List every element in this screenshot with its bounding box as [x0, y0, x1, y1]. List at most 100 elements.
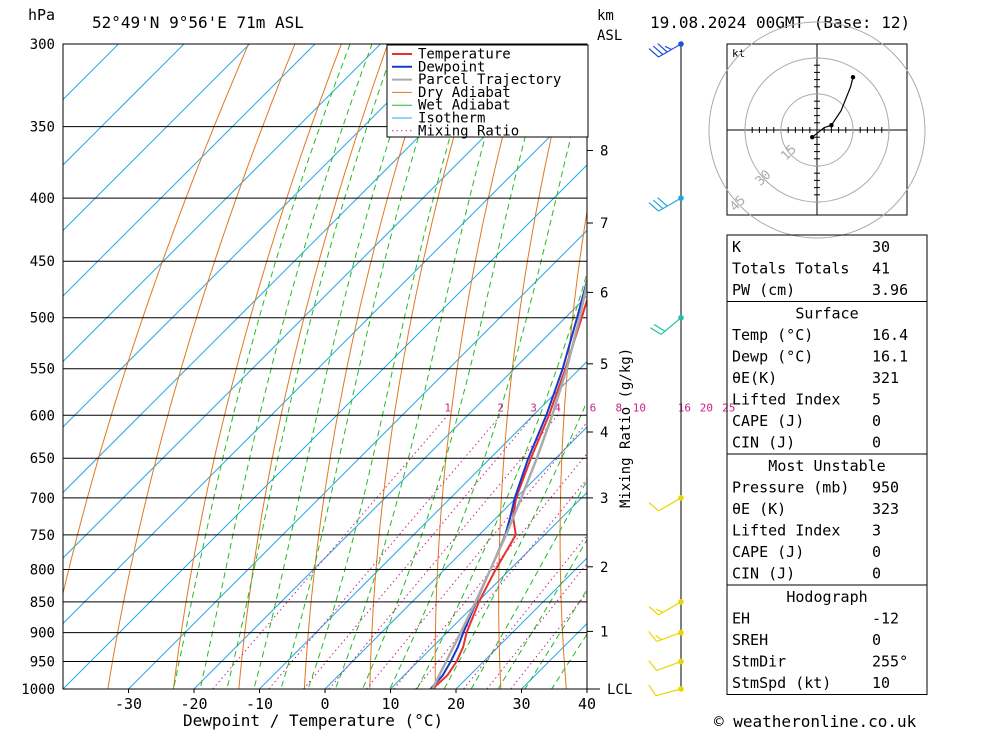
- wind-barb-flag: [656, 609, 663, 612]
- index-value: 323: [872, 500, 899, 518]
- height-tick-label: 6: [600, 285, 608, 301]
- pressure-tick-label: 550: [30, 362, 55, 378]
- x-tick-label: 20: [447, 695, 465, 713]
- wind-level-dot: [678, 659, 684, 665]
- isobars: [63, 44, 587, 689]
- pressure-tick-label: 700: [30, 491, 55, 507]
- index-value: 255°: [872, 653, 908, 671]
- hodograph-point: [829, 123, 833, 127]
- pressure-tick-label: 650: [30, 451, 55, 467]
- index-value: 10: [872, 674, 890, 692]
- pressure-tick-label: 500: [30, 311, 55, 327]
- index-label: Totals Totals: [732, 260, 849, 278]
- index-label: StmDir: [732, 653, 786, 671]
- index-label: CIN (J): [732, 565, 795, 583]
- isotherm-line: [0, 0, 413, 715]
- x-tick-label: 40: [578, 695, 596, 713]
- pressure-tick-label: 900: [30, 626, 55, 642]
- index-value: 3: [872, 522, 881, 540]
- dry-adiabat-line: [942, 7, 1000, 715]
- copyright-text: © weatheronline.co.uk: [714, 712, 917, 731]
- index-label: θE(K): [732, 369, 777, 387]
- wind-barb: [649, 659, 684, 671]
- mixing-ratio-label: 16: [678, 401, 691, 414]
- index-label: PW (cm): [732, 281, 795, 299]
- mixing-ratio-line: [329, 415, 558, 689]
- index-value: 0: [872, 412, 881, 430]
- pressure-tick-label: 600: [30, 408, 55, 424]
- height-tick-label: 2: [600, 560, 608, 576]
- wind-barb-flag: [650, 328, 661, 335]
- pressure-unit: hPa: [28, 6, 55, 24]
- index-value: 0: [872, 565, 881, 583]
- indices-section-title: Most Unstable: [768, 457, 885, 475]
- height-tick-label: 5: [600, 357, 608, 373]
- x-axis-label: Dewpoint / Temperature (°C): [183, 711, 443, 730]
- pressure-tick-label: 300: [30, 37, 55, 53]
- index-label: CIN (J): [732, 434, 795, 452]
- wind-barb: [649, 630, 684, 642]
- mixing-ratio-line: [366, 415, 593, 689]
- index-label: K: [732, 238, 741, 256]
- indices-section-title: Surface: [795, 305, 858, 323]
- wind-barb-flag: [649, 661, 657, 671]
- index-label: CAPE (J): [732, 412, 804, 430]
- dry-adiabat-line: [104, 7, 310, 715]
- index-value: 16.1: [872, 348, 908, 366]
- index-label: StmSpd (kt): [732, 674, 831, 692]
- dry-adiabat-line: [677, 7, 720, 715]
- hodograph-unit: kt: [732, 47, 745, 60]
- wind-barb: [649, 495, 684, 511]
- wind-barb-flag: [649, 503, 659, 511]
- wind-barb-flag: [649, 607, 659, 615]
- mixing-ratio-label: 3: [530, 401, 537, 414]
- wet-adiabat-line: [194, 0, 410, 715]
- index-value: 3.96: [872, 281, 908, 299]
- wind-barb-flag: [649, 632, 657, 642]
- index-label: Temp (°C): [732, 326, 813, 344]
- hodograph-point: [851, 75, 855, 79]
- pressure-tick-label: 750: [30, 528, 55, 544]
- wind-barb: [649, 599, 684, 615]
- asl-label: ASL: [597, 28, 622, 44]
- mixing-ratio-axis-label: Mixing Ratio (g/kg): [618, 348, 634, 508]
- mixing-ratio-label: 20: [700, 401, 713, 414]
- mixing-ratio-line: [487, 415, 707, 689]
- mixing-ratio-label: 1: [444, 401, 451, 414]
- wind-barb-staff: [657, 633, 681, 642]
- wind-barb-staff: [656, 689, 681, 696]
- index-value: 5: [872, 391, 881, 409]
- legend-label: Mixing Ratio: [418, 123, 519, 139]
- index-value: 16.4: [872, 326, 908, 344]
- height-tick-label: 8: [600, 144, 608, 160]
- pressure-tick-label: 350: [30, 120, 55, 136]
- wind-barb-flag: [665, 46, 672, 49]
- wind-barb-staff: [661, 318, 681, 335]
- index-value: 41: [872, 260, 890, 278]
- dry-adiabat-line: [170, 7, 355, 715]
- wind-barb: [649, 685, 684, 696]
- pressure-tick-label: 400: [30, 191, 55, 207]
- wind-barb: [650, 315, 684, 334]
- index-label: θE (K): [732, 500, 786, 518]
- lcl-label: LCL: [607, 682, 632, 698]
- index-value: 0: [872, 434, 881, 452]
- index-label: Dewp (°C): [732, 348, 813, 366]
- wind-level-dot: [678, 686, 684, 692]
- wind-barb-staff: [657, 662, 681, 671]
- index-value: -12: [872, 610, 899, 628]
- pressure-tick-label: 850: [30, 595, 55, 611]
- wind-barb: [649, 41, 684, 57]
- index-label: Pressure (mb): [732, 479, 849, 497]
- index-label: Lifted Index: [732, 391, 840, 409]
- dry-adiabat-line: [990, 7, 1000, 715]
- index-label: Lifted Index: [732, 522, 840, 540]
- hodograph-point: [810, 135, 814, 139]
- wind-barb-flag: [649, 685, 656, 696]
- parcel-trajectory-line: [432, 79, 618, 689]
- isotherm-line: [0, 0, 151, 715]
- wind-level-dot: [678, 315, 684, 321]
- index-value: 950: [872, 479, 899, 497]
- height-tick-label: 1: [600, 624, 608, 640]
